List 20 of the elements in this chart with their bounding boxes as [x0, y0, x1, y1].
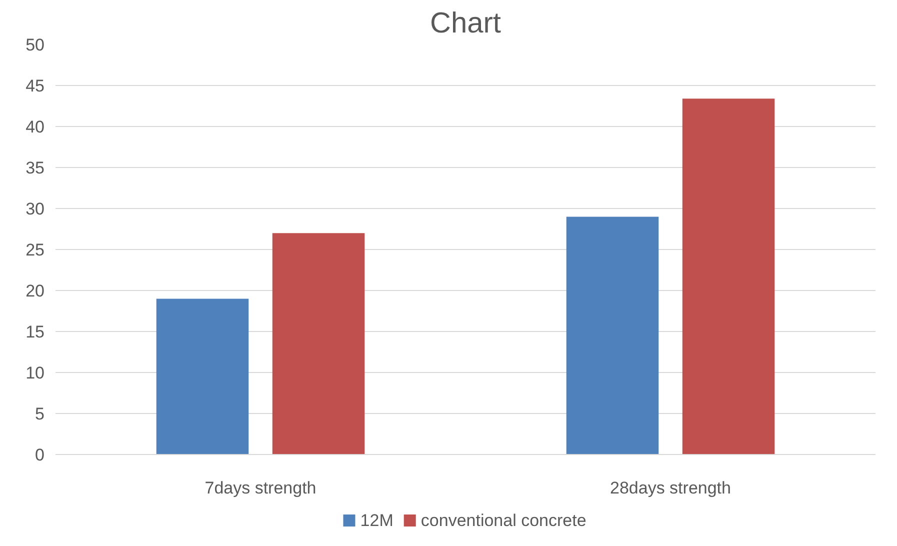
legend-label: 12M: [360, 511, 394, 530]
y-tick-label: 20: [26, 282, 45, 300]
y-tick-label: 15: [26, 322, 45, 342]
y-tick-label: 35: [26, 158, 45, 178]
y-tick-label: 30: [26, 200, 45, 218]
chart-title: Chart: [430, 8, 501, 40]
y-tick-label: 45: [26, 76, 45, 96]
x-tick-label: 28days strength: [610, 478, 731, 498]
bar: [272, 233, 365, 454]
y-tick-label: 50: [26, 36, 45, 54]
y-tick-label: 10: [26, 364, 45, 382]
bar: [682, 98, 775, 454]
legend-label: conventional concrete: [420, 511, 586, 530]
x-tick-label: 7days strength: [204, 478, 316, 498]
y-tick-label: 25: [26, 240, 45, 260]
y-tick-label: 0: [35, 446, 45, 464]
y-tick-label: 5: [35, 404, 45, 424]
bar: [566, 216, 659, 454]
y-tick-label: 40: [26, 118, 45, 136]
bar: [156, 298, 249, 454]
